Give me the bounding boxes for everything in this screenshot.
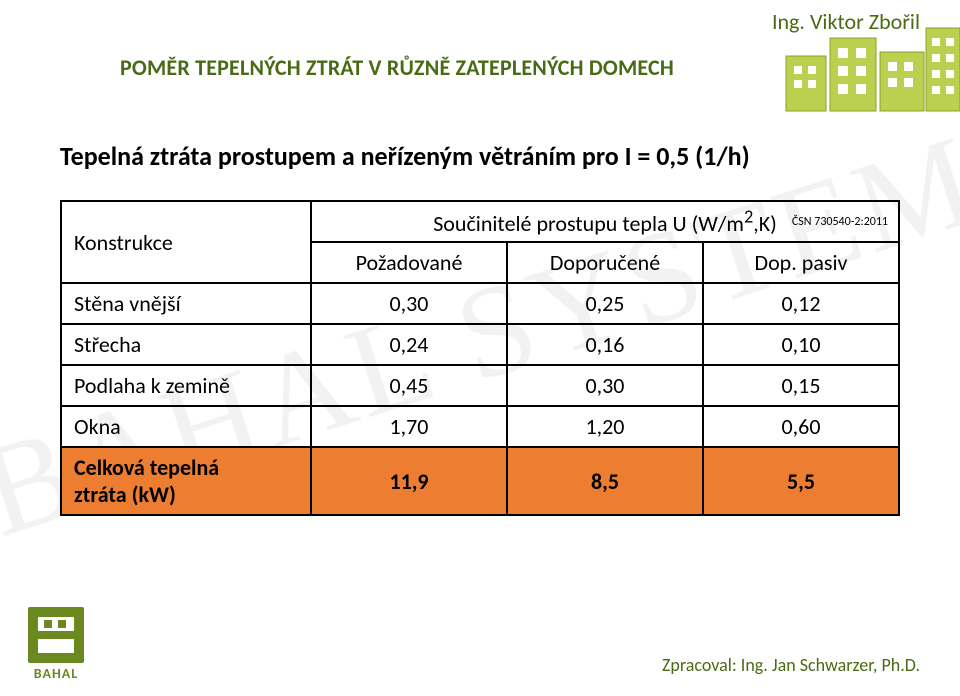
bahal-logo: BAHAL — [28, 607, 84, 682]
cell: 0,60 — [703, 406, 899, 447]
header: Ing. Viktor Zbořil POMĚR TEPELNÝCH ZTRÁT… — [0, 0, 960, 110]
row-label: Podlaha k zemině — [61, 365, 311, 406]
cell: 0,45 — [311, 365, 507, 406]
table-row: Podlaha k zemině 0,45 0,30 0,15 — [61, 365, 899, 406]
logo-dots-icon — [28, 607, 84, 663]
row-label: Stěna vnější — [61, 283, 311, 324]
cell: 1,20 — [507, 406, 703, 447]
total-label-line2: ztráta (kW) — [74, 481, 176, 508]
heat-loss-table: Konstrukce Součinitelé prostupu tepla U … — [60, 200, 900, 516]
subtitle: Tepelná ztráta prostupem a neřízeným vět… — [60, 140, 900, 172]
table-row: Stěna vnější 0,30 0,25 0,12 — [61, 283, 899, 324]
total-label: Celková tepelná ztráta (kW) — [61, 447, 311, 515]
table-row: Střecha 0,24 0,16 0,10 — [61, 324, 899, 365]
th-passive: Dop. pasiv — [703, 242, 899, 283]
cell: 0,15 — [703, 365, 899, 406]
th-recommended: Doporučené — [507, 242, 703, 283]
cell: 0,30 — [311, 283, 507, 324]
u-label-sup: 2 — [744, 206, 753, 228]
table-row: Okna 1,70 1,20 0,60 — [61, 406, 899, 447]
u-label-prefix: Součinitelé prostupu tepla U (W/m — [433, 210, 744, 237]
total-cell: 5,5 — [703, 447, 899, 515]
cell: 0,25 — [507, 283, 703, 324]
content-area: Tepelná ztráta prostupem a neřízeným vět… — [0, 110, 960, 516]
cell: 0,10 — [703, 324, 899, 365]
table-total-row: Celková tepelná ztráta (kW) 11,9 8,5 5,5 — [61, 447, 899, 515]
csn-label: ČSN 730540-2:2011 — [792, 215, 888, 229]
row-label: Střecha — [61, 324, 311, 365]
u-label: Součinitelé prostupu tepla U (W/m2,K) — [433, 210, 777, 237]
total-label-line1: Celková tepelná — [74, 454, 219, 481]
buildings-icon — [780, 18, 960, 113]
cell: 0,16 — [507, 324, 703, 365]
cell: 0,24 — [311, 324, 507, 365]
logo-mark-icon — [28, 607, 84, 663]
row-label: Okna — [61, 406, 311, 447]
th-required: Požadované — [311, 242, 507, 283]
th-u-value: Součinitelé prostupu tepla U (W/m2,K) ČS… — [311, 201, 899, 242]
page-title: POMĚR TEPELNÝCH ZTRÁT V RŮZNĚ ZATEPLENÝC… — [120, 54, 674, 81]
cell: 1,70 — [311, 406, 507, 447]
total-cell: 8,5 — [507, 447, 703, 515]
cell: 0,30 — [507, 365, 703, 406]
total-cell: 11,9 — [311, 447, 507, 515]
cell: 0,12 — [703, 283, 899, 324]
logo-text: BAHAL — [28, 665, 84, 682]
footer-credit: Zpracoval: Ing. Jan Schwarzer, Ph.D. — [662, 654, 920, 676]
th-construction: Konstrukce — [61, 201, 311, 283]
u-label-suffix: ,K) — [753, 210, 777, 237]
